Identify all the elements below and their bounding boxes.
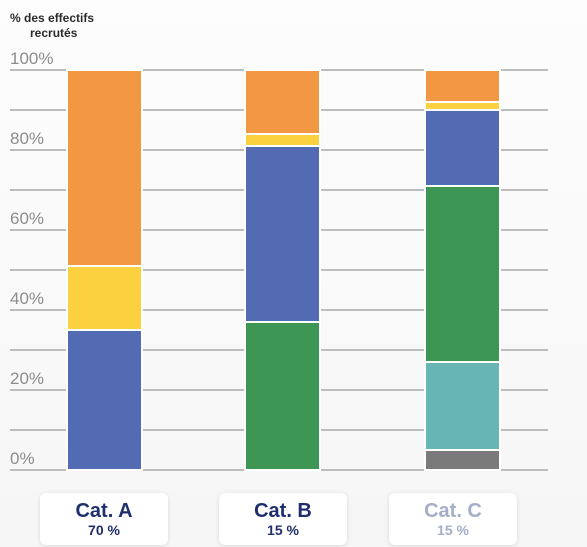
bar-segment xyxy=(67,266,142,330)
y-tick-label: 20% xyxy=(10,369,44,388)
bar-segment xyxy=(245,70,320,134)
bar-segment xyxy=(425,70,500,102)
category-card-c: Cat. C 15 % xyxy=(389,493,517,545)
y-tick-label: 80% xyxy=(10,129,44,148)
y-tick-labels: 0% 20% 40% 60% 80% 100% xyxy=(10,49,53,468)
y-tick-label: 0% xyxy=(10,449,35,468)
bar-segment xyxy=(245,146,320,322)
category-card-b: Cat. B 15 % xyxy=(219,493,347,545)
y-tick-label: 100% xyxy=(10,49,53,68)
category-name: Cat. A xyxy=(40,500,168,522)
category-share: 70 % xyxy=(40,522,168,538)
bar-segment xyxy=(425,102,500,110)
y-axis-label-line-2: recrutés xyxy=(30,26,78,40)
chart-canvas: % des effectifs recrutés 0% 20% 40% 60% 80% 1… xyxy=(0,0,587,487)
bar-segment xyxy=(425,450,500,470)
bar-segment xyxy=(245,134,320,146)
bar-segment xyxy=(67,330,142,470)
category-share: 15 % xyxy=(389,522,517,538)
bar-segment xyxy=(425,362,500,450)
category-share: 15 % xyxy=(219,522,347,538)
bar-segment xyxy=(425,110,500,186)
category-name: Cat. C xyxy=(389,500,517,522)
bar-segment xyxy=(67,70,142,266)
y-tick-label: 60% xyxy=(10,209,44,228)
category-card-a: Cat. A 70 % xyxy=(40,493,168,545)
y-tick-label: 40% xyxy=(10,289,44,308)
category-name: Cat. B xyxy=(219,500,347,522)
y-axis-label-line-1: % des effectifs xyxy=(10,11,94,25)
bar-segment xyxy=(425,186,500,362)
bar-segment xyxy=(245,322,320,470)
stacked-bars xyxy=(67,70,500,470)
